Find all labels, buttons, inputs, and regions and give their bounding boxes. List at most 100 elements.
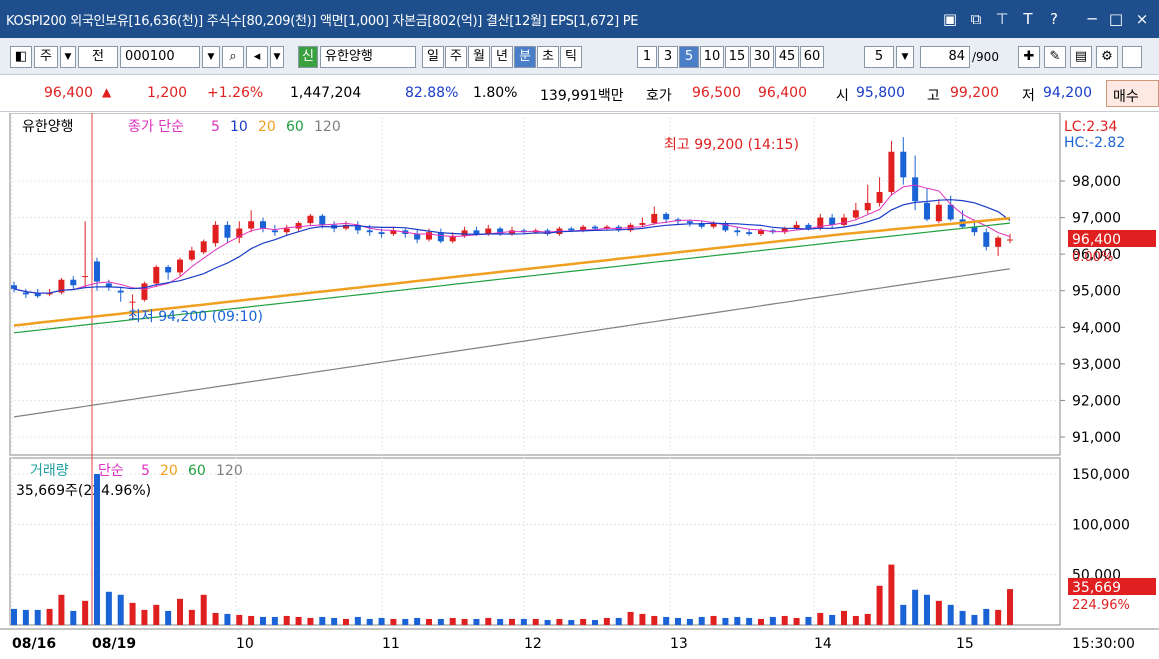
sound-dropdown-icon[interactable]: ▼ bbox=[270, 46, 284, 68]
checkbox[interactable] bbox=[1122, 46, 1142, 68]
mode-button[interactable]: 주 bbox=[34, 46, 58, 68]
price-panel-frame bbox=[9, 112, 1061, 456]
current-pct-label: 0.00% bbox=[1072, 250, 1113, 265]
candle-body bbox=[580, 226, 587, 231]
maximize-icon[interactable]: □ bbox=[1108, 10, 1124, 28]
candle-body bbox=[686, 221, 693, 224]
help-icon[interactable]: ? bbox=[1050, 10, 1058, 28]
volume-current-pct: 224.96% bbox=[1072, 598, 1130, 613]
volume-bar bbox=[141, 609, 148, 625]
candle-body bbox=[947, 204, 954, 220]
search-icon[interactable]: ⌕ bbox=[222, 46, 244, 68]
ma5-line bbox=[13, 184, 1011, 294]
candle-body bbox=[200, 241, 207, 253]
code-dropdown-icon[interactable]: ▼ bbox=[202, 46, 220, 68]
candle-body bbox=[449, 235, 456, 242]
price-tick-label: 98,000 bbox=[1072, 174, 1121, 190]
volume-bar bbox=[437, 618, 444, 625]
save-icon[interactable]: ▤ bbox=[1070, 46, 1092, 68]
period-tab-2[interactable]: 월 bbox=[468, 46, 490, 68]
period-tab-5[interactable]: 초 bbox=[537, 46, 559, 68]
date-label: 11 bbox=[382, 636, 400, 652]
candle-body bbox=[663, 213, 670, 220]
font-icon[interactable]: T bbox=[1023, 10, 1033, 28]
buy-button[interactable]: 매수 bbox=[1106, 80, 1159, 107]
interval-tab-5[interactable]: 30 bbox=[750, 46, 774, 68]
candle-body bbox=[829, 217, 836, 225]
up-arrow-icon: ▲ bbox=[102, 85, 112, 99]
candle-body bbox=[888, 151, 895, 192]
interval-tab-0[interactable]: 1 bbox=[637, 46, 657, 68]
period-tab-4[interactable]: 분 bbox=[514, 46, 536, 68]
volume-bar bbox=[307, 617, 314, 625]
volume-bar bbox=[651, 615, 658, 625]
volume-bar bbox=[580, 618, 587, 625]
pin-icon[interactable]: ⊤ bbox=[995, 10, 1009, 28]
price-tick-label: 92,000 bbox=[1072, 393, 1121, 409]
minimize-icon[interactable]: ─ bbox=[1087, 10, 1097, 28]
volume-bar bbox=[686, 618, 693, 625]
volume-bar bbox=[805, 616, 812, 625]
candle-body bbox=[651, 213, 658, 224]
volume-bar bbox=[58, 594, 65, 625]
candle-body bbox=[852, 210, 859, 218]
stock-code-input[interactable]: 000100 bbox=[120, 46, 200, 68]
gear-icon[interactable]: ⚙ bbox=[1096, 46, 1118, 68]
volume-bar bbox=[793, 617, 800, 625]
volume-bar bbox=[449, 617, 456, 625]
window-icon-2[interactable]: ⧉ bbox=[970, 10, 982, 28]
window-icon-1[interactable]: ▣ bbox=[942, 10, 958, 28]
candle-body bbox=[437, 232, 444, 242]
interval-tab-4[interactable]: 15 bbox=[725, 46, 749, 68]
period-tab-1[interactable]: 주 bbox=[445, 46, 467, 68]
candle-body bbox=[11, 285, 17, 289]
count-dropdown-icon[interactable]: ▼ bbox=[896, 46, 914, 68]
panel-icon[interactable]: ◧ bbox=[10, 46, 32, 68]
volume-bar bbox=[295, 616, 302, 625]
candle-body bbox=[983, 232, 990, 247]
interval-tab-2[interactable]: 5 bbox=[679, 46, 699, 68]
count-input[interactable]: 84 bbox=[920, 46, 970, 68]
count-select[interactable]: 5 bbox=[864, 46, 894, 68]
stock-name-field[interactable]: 유한양행 bbox=[320, 46, 416, 68]
current-price: 96,400 bbox=[44, 85, 93, 101]
candle-body bbox=[129, 301, 136, 303]
line-tool-icon[interactable]: ✎ bbox=[1044, 46, 1066, 68]
interval-tab-6[interactable]: 45 bbox=[775, 46, 799, 68]
volume-bar bbox=[924, 594, 930, 625]
candle-body bbox=[722, 223, 729, 231]
candle-tool-icon[interactable]: ✚ bbox=[1018, 46, 1040, 68]
period-tab-6[interactable]: 틱 bbox=[560, 46, 582, 68]
chart-area[interactable]: 98,000 97,000 96,000 95,000 94,000 93,000 92,0… bbox=[0, 112, 1159, 655]
close-icon[interactable]: × bbox=[1135, 10, 1149, 28]
interval-tab-3[interactable]: 10 bbox=[700, 46, 724, 68]
volume-panel-frame bbox=[9, 457, 1061, 626]
all-button[interactable]: 전 bbox=[78, 46, 118, 68]
volume-bar bbox=[663, 616, 670, 625]
period-tab-3[interactable]: 년 bbox=[491, 46, 513, 68]
ma-period-60: 60 bbox=[286, 119, 304, 135]
candle-body bbox=[746, 232, 753, 235]
sound-icon[interactable]: ◂ bbox=[246, 46, 268, 68]
interval-tab-7[interactable]: 60 bbox=[800, 46, 824, 68]
price-tick-label: 94,000 bbox=[1072, 320, 1121, 336]
mode-dropdown-icon[interactable]: ▼ bbox=[60, 46, 76, 68]
volume-bar bbox=[177, 598, 183, 625]
stock-legend: 유한양행 bbox=[22, 119, 74, 135]
candle-body bbox=[710, 223, 717, 227]
candle-body bbox=[165, 266, 172, 273]
candle-body bbox=[592, 226, 598, 229]
candle-body bbox=[995, 237, 1002, 247]
ma-legend: 종가 단순 bbox=[128, 119, 184, 135]
period-tab-0[interactable]: 일 bbox=[422, 46, 444, 68]
interval-tab-1[interactable]: 3 bbox=[658, 46, 678, 68]
volume-bar bbox=[698, 616, 705, 625]
volume-bar bbox=[212, 612, 219, 625]
volume-tick-label: 100,000 bbox=[1072, 517, 1130, 533]
candle-body bbox=[912, 177, 919, 202]
candle-body bbox=[568, 228, 575, 231]
volume-bar bbox=[520, 618, 527, 625]
volume-bar bbox=[841, 610, 847, 625]
price-chart[interactable]: 98,000 97,000 96,000 95,000 94,000 93,000 92,0… bbox=[0, 112, 1159, 655]
